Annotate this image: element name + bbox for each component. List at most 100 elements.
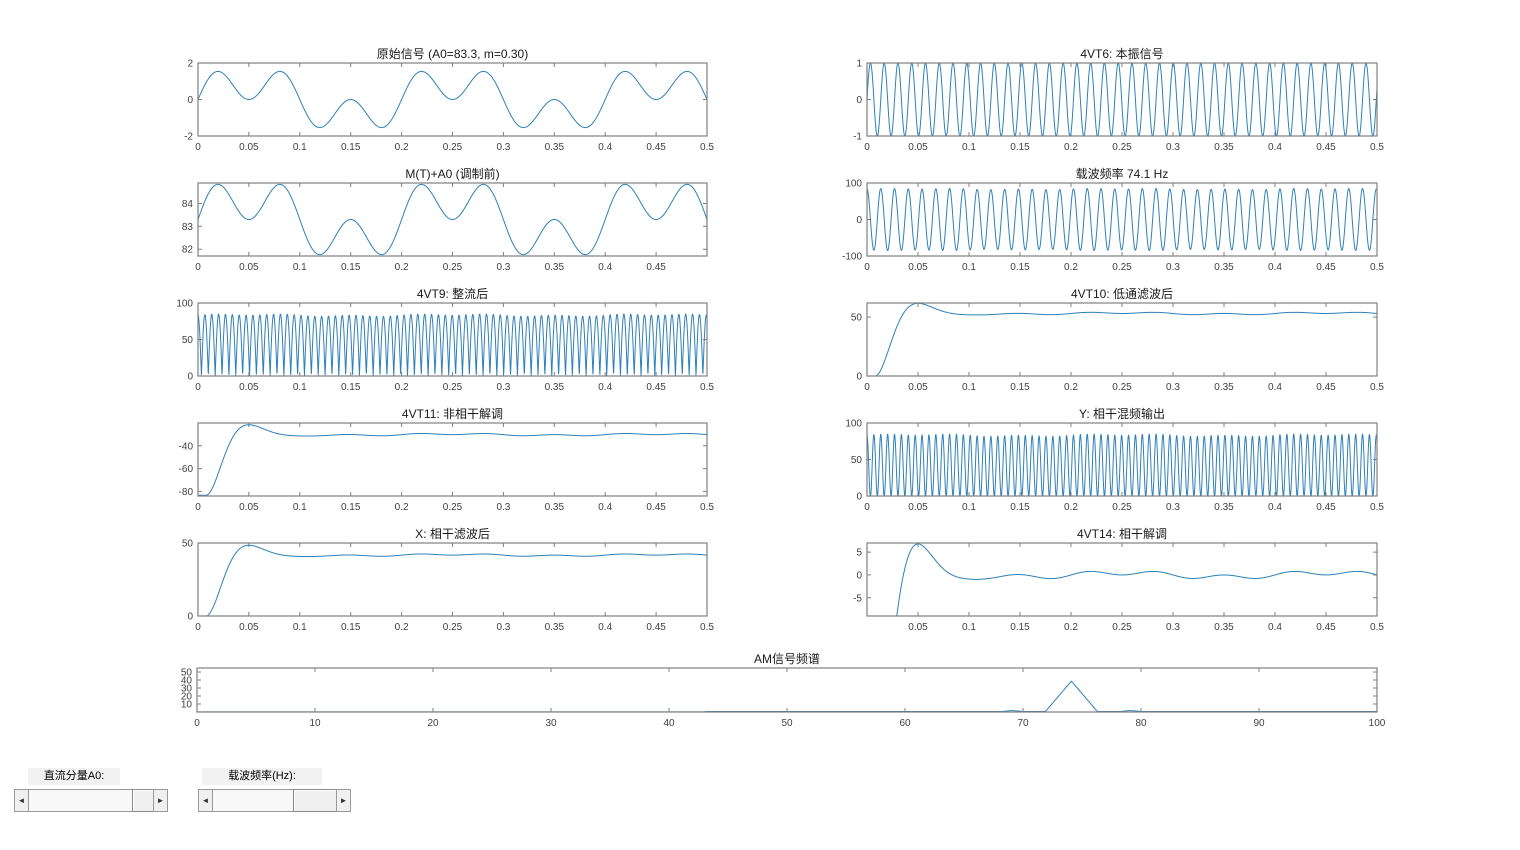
waveform-coherent-filtered <box>198 544 707 616</box>
x-tick-label: 0.3 <box>496 142 510 153</box>
x-tick-label: 0.25 <box>443 622 463 633</box>
x-tick-label: 0.05 <box>908 502 928 513</box>
x-tick-label: 0.15 <box>1010 622 1030 633</box>
y-tick-label: -40 <box>179 441 194 452</box>
x-tick-label: 0.15 <box>341 382 361 393</box>
y-tick-label: 2 <box>187 59 193 70</box>
x-tick-label: 80 <box>1135 718 1147 729</box>
plot-title-am-signal: 载波频率 74.1 Hz <box>1075 167 1169 181</box>
fc-slider[interactable]: ◄ ► <box>198 789 351 812</box>
axes-frame <box>197 62 708 137</box>
x-tick-label: 0 <box>195 622 201 633</box>
x-tick-label: 0.15 <box>341 502 361 513</box>
x-tick-label: 0.05 <box>908 622 928 633</box>
x-tick-label: 0.35 <box>1214 382 1234 393</box>
plot-title-premod-signal: M(T)+A0 (调制前) <box>405 167 500 181</box>
a0-slider-right-arrow[interactable]: ► <box>153 789 168 812</box>
x-tick-label: 0.2 <box>1064 262 1078 273</box>
x-tick-label: 0.2 <box>395 382 409 393</box>
axis-ticks <box>196 668 1378 712</box>
x-tick-label: 0.25 <box>1112 502 1132 513</box>
x-tick-label: 0.15 <box>1010 502 1030 513</box>
right-arrow-icon: ► <box>339 795 348 805</box>
subplot-am-signal: 0 0.05 0.1 0.15 0.2 0.25 0.3 0.35 0.4 0.45 0.5 -100… <box>842 179 1384 274</box>
y-tick-label: 30 <box>181 684 193 695</box>
x-tick-label: 0.4 <box>598 502 612 513</box>
x-tick-label: 0.35 <box>1214 142 1234 153</box>
a0-slider-left-arrow[interactable]: ◄ <box>14 789 29 812</box>
y-tick-label: 50 <box>182 335 194 346</box>
x-tick-label: 40 <box>663 718 675 729</box>
left-arrow-icon: ◄ <box>17 795 26 805</box>
x-tick-label: 0.5 <box>1370 382 1384 393</box>
y-tick-label: 10 <box>181 700 193 711</box>
x-tick-label: 0.2 <box>395 502 409 513</box>
fc-slider-thumb[interactable] <box>293 789 339 812</box>
a0-slider[interactable]: ◄ ► <box>14 789 168 812</box>
waveform-local-oscillator <box>867 63 1377 136</box>
x-tick-label: 0 <box>195 382 201 393</box>
y-tick-label: 82 <box>182 245 194 256</box>
x-tick-label: 0.45 <box>1316 502 1336 513</box>
y-tick-label: 1 <box>856 59 862 70</box>
x-tick-label: 0.1 <box>962 502 976 513</box>
x-tick-label: 0.4 <box>598 382 612 393</box>
x-tick-label: 0.25 <box>443 262 463 273</box>
x-tick-label: 0 <box>864 142 870 153</box>
subplot-coherent-filtered: 0 0.05 0.1 0.15 0.2 0.25 0.3 0.35 0.4 0.45 0.5 0 50 <box>182 539 715 634</box>
axes-frame <box>866 62 1378 137</box>
x-tick-label: 0.5 <box>1370 502 1384 513</box>
x-tick-label: 50 <box>781 718 793 729</box>
plot-title-original-signal: 原始信号 (A0=83.3, m=0.30) <box>376 47 529 61</box>
fc-slider-right-arrow[interactable]: ► <box>336 789 351 812</box>
x-tick-label: 0.25 <box>1112 142 1132 153</box>
x-tick-label: 0.15 <box>1010 262 1030 273</box>
y-tick-label: 100 <box>845 419 862 430</box>
plot-title-local-oscillator: 4VT6: 本振信号 <box>1080 47 1164 61</box>
axis-ticks <box>866 182 1378 257</box>
x-tick-label: 0 <box>864 382 870 393</box>
y-tick-label: 20 <box>181 692 193 703</box>
axis-ticks <box>866 543 1378 616</box>
x-tick-label: 0.5 <box>1370 142 1384 153</box>
x-tick-label: 0 <box>864 502 870 513</box>
y-tick-label: -2 <box>184 132 193 143</box>
x-tick-label: 0.4 <box>1268 142 1282 153</box>
fc-slider-left-arrow[interactable]: ◄ <box>198 789 213 812</box>
x-tick-label: 0.25 <box>443 142 463 153</box>
x-tick-label: 0.05 <box>908 262 928 273</box>
x-tick-label: 0.15 <box>341 142 361 153</box>
x-tick-label: 0.5 <box>700 382 714 393</box>
x-tick-label: 0.4 <box>1268 262 1282 273</box>
a0-slider-trough[interactable] <box>28 789 147 812</box>
y-tick-label: 0 <box>187 372 193 383</box>
x-tick-label: 0.2 <box>1064 622 1078 633</box>
x-tick-label: 0.4 <box>1268 622 1282 633</box>
y-tick-label: -100 <box>842 252 862 263</box>
y-tick-label: -80 <box>179 487 194 498</box>
x-tick-label: 0 <box>864 262 870 273</box>
x-tick-label: 0.05 <box>239 502 259 513</box>
x-tick-label: 0.15 <box>341 622 361 633</box>
fc-label: 载波频率(Hz): <box>202 768 322 785</box>
waveform-rectified <box>198 313 707 376</box>
x-tick-label: 0.2 <box>395 262 409 273</box>
x-tick-label: 0.1 <box>293 262 307 273</box>
x-tick-label: 0.35 <box>1214 622 1234 633</box>
waveform-mixer-output <box>867 433 1377 496</box>
x-tick-label: 0.45 <box>646 382 666 393</box>
x-tick-label: 100 <box>1369 718 1386 729</box>
x-tick-label: 0.3 <box>496 262 510 273</box>
x-tick-label: 0.25 <box>1112 262 1132 273</box>
y-tick-label: 50 <box>182 539 194 550</box>
x-tick-label: 0.1 <box>293 382 307 393</box>
x-tick-label: 0.35 <box>1214 502 1234 513</box>
y-tick-label: 0 <box>856 215 862 226</box>
x-tick-label: 0.45 <box>646 142 666 153</box>
x-tick-label: 0.35 <box>545 382 565 393</box>
subplot-original-signal: 0 0.05 0.1 0.15 0.2 0.25 0.3 0.35 0.4 0.45 0.5-202 <box>184 59 714 154</box>
fc-slider-trough[interactable] <box>212 789 294 812</box>
